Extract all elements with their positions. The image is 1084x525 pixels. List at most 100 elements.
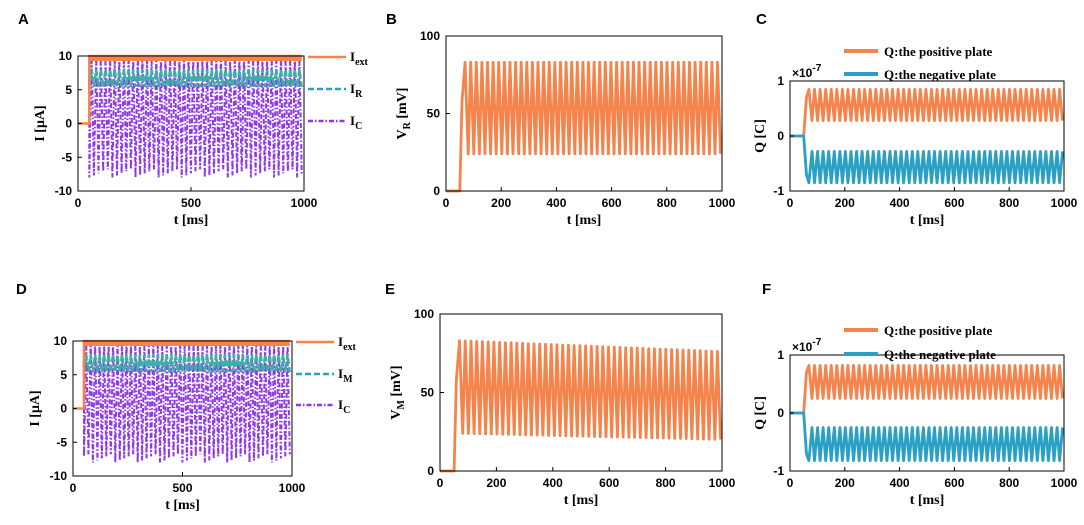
x-tick-label: 800 [999, 196, 1019, 210]
y-tick-label: 50 [427, 107, 441, 121]
x-tick-label: 1000 [291, 196, 318, 210]
y-tick-label: 10 [54, 334, 68, 348]
y-axis-label-group: VM [mV] [389, 365, 407, 419]
x-axis-label: t [ms] [174, 213, 209, 228]
x-tick-label: 600 [599, 476, 619, 490]
x-tick-label: 400 [546, 196, 566, 210]
series-v-line [440, 339, 722, 473]
y-axis-label-group: I [μA] [33, 105, 48, 141]
y-axis-label-main: V [395, 129, 410, 139]
x-tick-label: 200 [835, 196, 855, 210]
y-axis-label-main: V [389, 409, 404, 419]
y-scale-factor: ×10-7 [792, 337, 822, 354]
legend-label-sub: C [343, 405, 350, 416]
x-tick-label: 400 [543, 476, 563, 490]
y-axis-label-group: I [μA] [28, 390, 43, 426]
x-tick-label: 500 [181, 196, 201, 210]
legend-label: IC [350, 113, 362, 132]
legend-label: Q:the positive plate [884, 44, 993, 59]
x-tick-label: 400 [890, 196, 910, 210]
y-tick-label: 100 [414, 307, 434, 321]
y-axis-label-unit: [mV] [395, 88, 410, 123]
panel-label: E [385, 281, 395, 298]
x-tick-label: 600 [944, 196, 964, 210]
y-tick-label: 0 [777, 129, 784, 143]
y-scale-exp: -7 [812, 63, 821, 74]
x-tick-label: 1000 [1051, 476, 1078, 490]
legend-label: Iext [338, 334, 357, 353]
legend-label-sub: ext [355, 57, 368, 68]
x-axis-label: t [ms] [165, 498, 200, 513]
y-axis-label: VR [mV] [395, 88, 413, 140]
x-tick-label: 1000 [279, 481, 306, 495]
x-tick-label: 1000 [1051, 196, 1078, 210]
x-tick-label: 500 [172, 481, 192, 495]
y-axis-label-sub: M [396, 399, 407, 409]
y-axis-label-group: Q [C] [753, 119, 768, 153]
x-axis-label: t [ms] [910, 213, 945, 228]
series-ir-line [82, 354, 292, 373]
y-scale-factor: ×10-7 [792, 63, 822, 80]
y-axis-label-sub: R [402, 121, 413, 129]
x-tick-label: 200 [491, 196, 511, 210]
y-tick-label: 0 [433, 184, 440, 198]
y-axis-label: I [μA] [28, 390, 43, 426]
series-ir-line [88, 69, 303, 88]
y-tick-label: -1 [773, 184, 784, 198]
y-tick-label: 5 [65, 83, 72, 97]
x-tick-label: 800 [657, 196, 677, 210]
y-tick-label: -5 [61, 150, 72, 164]
y-scale-base: ×10 [792, 66, 813, 80]
legend-label: Q:the positive plate [884, 323, 993, 338]
panel-label: A [18, 11, 29, 28]
y-tick-label: 50 [421, 386, 435, 400]
y-axis-label: Q [C] [753, 119, 768, 153]
x-tick-label: 1000 [709, 476, 736, 490]
legend-label-main: I [350, 49, 355, 64]
y-axis-label: VM [mV] [389, 365, 407, 419]
y-tick-label: 5 [60, 368, 67, 382]
x-tick-label: 0 [75, 196, 82, 210]
y-tick-label: -5 [56, 435, 67, 449]
y-tick-label: 0 [65, 117, 72, 131]
legend-label-main: I [350, 81, 355, 96]
series-iext-band [89, 55, 302, 61]
x-tick-label: 800 [999, 476, 1019, 490]
x-axis-label: t [ms] [910, 493, 945, 508]
y-tick-label: 1 [777, 348, 784, 362]
panel-label: D [16, 281, 27, 298]
y-scale-exp: -7 [812, 337, 821, 348]
x-axis-label: t [ms] [564, 493, 599, 508]
legend-label: Q:the negative plate [884, 67, 996, 82]
x-tick-label: 0 [70, 481, 77, 495]
legend-label: IC [338, 397, 350, 416]
x-tick-label: 200 [835, 476, 855, 490]
legend-label-main: I [338, 334, 343, 349]
y-tick-label: 1 [777, 74, 784, 88]
x-tick-label: 800 [656, 476, 676, 490]
series-v-line [446, 60, 722, 193]
y-scale-base: ×10 [792, 340, 813, 354]
y-axis-label: Q [C] [753, 396, 768, 430]
y-tick-label: 0 [777, 406, 784, 420]
series-ic-line [78, 55, 303, 178]
y-tick-label: 0 [60, 402, 67, 416]
x-tick-label: 0 [443, 196, 450, 210]
x-tick-label: 0 [787, 196, 794, 210]
panel-label: F [762, 281, 771, 298]
legend-label-sub: M [343, 374, 353, 385]
x-tick-label: 600 [602, 196, 622, 210]
panel-label: B [386, 11, 397, 28]
series-iext-band [83, 340, 290, 346]
series-q-negative-line [790, 411, 1064, 462]
series-q-positive-line [790, 87, 1064, 138]
y-axis-label: I [μA] [33, 105, 48, 141]
y-tick-label: -10 [50, 469, 68, 483]
y-tick-label: -1 [773, 464, 784, 478]
x-tick-label: 400 [890, 476, 910, 490]
y-axis-label-group: VR [mV] [395, 88, 413, 140]
